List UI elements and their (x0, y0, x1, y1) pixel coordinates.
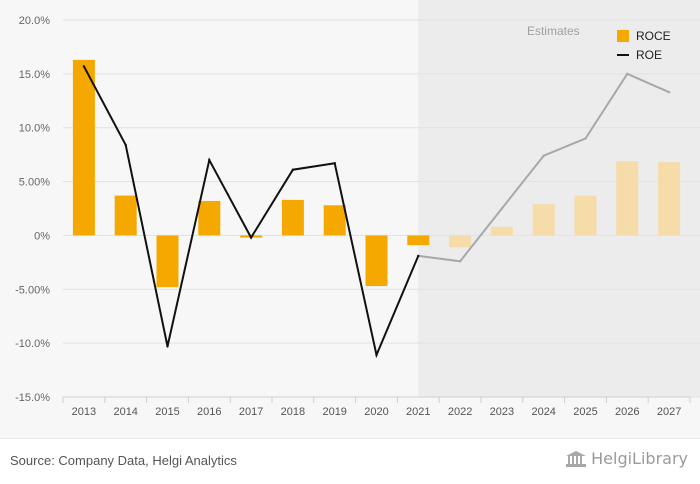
roe-point-2014 (124, 143, 127, 147)
roce-bar-2016 (198, 200, 221, 236)
x-tick-label: 2014 (113, 406, 137, 418)
x-axis: 2013 2014 2015 2016 2017 2018 2019 2020 2021 2022… (62, 396, 691, 418)
legend-roce-label: ROCE (636, 29, 671, 43)
roce-bar-2015 (156, 235, 179, 288)
roe-point-2023 (500, 207, 504, 210)
x-tick-label: 2027 (657, 406, 681, 418)
x-tick-label: 2016 (197, 406, 221, 418)
legend-roe-label: ROE (636, 48, 662, 62)
roce-bar-2019 (323, 205, 346, 236)
x-tick-label: 2015 (155, 406, 179, 418)
y-tick-label: -5.00% (15, 284, 50, 296)
x-tick-label: 2019 (322, 406, 346, 418)
roe-point-2024 (542, 154, 545, 157)
roce-bar-2026 (616, 161, 639, 236)
roe-point-2017 (249, 236, 253, 239)
roce-bar-2020 (365, 235, 388, 287)
roce-bar-2021 (407, 235, 430, 246)
estimates-region (418, 0, 700, 397)
x-tick-label: 2018 (281, 406, 305, 418)
roce-bar-2022 (449, 235, 472, 248)
roe-line (82, 65, 671, 359)
y-tick-label: -10.0% (15, 338, 50, 350)
source-note: Source: Company Data, Helgi Analytics (10, 453, 237, 468)
x-tick-label: 2021 (406, 406, 430, 418)
roce-bar-2025 (574, 195, 597, 236)
roe-point-2025 (584, 137, 587, 140)
chart-footer: Source: Company Data, Helgi Analytics He… (0, 438, 700, 484)
legend: ROCE ROE (617, 29, 671, 62)
estimates-label: Estimates (527, 24, 580, 38)
y-axis-ticks: 20.0% 15.0% 10.0% 5.00% 0% -5.00% -10.0% -15.0% (15, 15, 50, 404)
roe-point-2020 (375, 353, 378, 357)
y-tick-label: 10.0% (19, 123, 50, 135)
brand-logo[interactable]: HelgiLibrary (565, 449, 688, 468)
x-tick-label: 2017 (239, 406, 263, 418)
chart-svg: Estimates 20.0% 15.0% 10.0% 5.00% 0% -5.00% -1… (15, 0, 700, 418)
roce-bar-2023 (490, 226, 513, 236)
x-tick-label: 2013 (72, 406, 96, 418)
roce-bar-2014 (114, 195, 137, 236)
roe-point-2013 (82, 65, 86, 68)
roe-point-2015 (166, 345, 169, 348)
roe-point-2026 (626, 72, 629, 76)
roe-point-2021 (417, 254, 420, 258)
roce-bars (72, 59, 681, 288)
x-tick-label: 2024 (531, 406, 555, 418)
roe-point-2027 (667, 90, 671, 94)
roce-bar-2027 (658, 162, 681, 236)
y-tick-label: -15.0% (15, 392, 50, 404)
roce-bar-2013 (72, 59, 95, 236)
y-tick-label: 15.0% (19, 69, 50, 81)
roe-point-2018 (291, 168, 295, 171)
y-tick-label: 20.0% (19, 15, 50, 27)
brand-name: HelgiLibrary (591, 449, 688, 468)
y-tick-label: 0% (34, 230, 50, 242)
x-tick-label: 2026 (615, 406, 639, 418)
y-tick-label: 5.00% (19, 177, 50, 189)
roe-point-2016 (208, 158, 211, 162)
roce-bar-2018 (281, 199, 304, 236)
roe-point-2022 (458, 260, 462, 263)
legend-roce-swatch (617, 30, 629, 42)
roe-point-2019 (333, 162, 336, 165)
x-tick-label: 2022 (448, 406, 472, 418)
roce-bar-2024 (532, 204, 555, 236)
x-tick-label: 2023 (490, 406, 514, 418)
x-tick-label: 2025 (573, 406, 597, 418)
x-tick-label: 2020 (364, 406, 388, 418)
library-building-icon (566, 450, 587, 467)
